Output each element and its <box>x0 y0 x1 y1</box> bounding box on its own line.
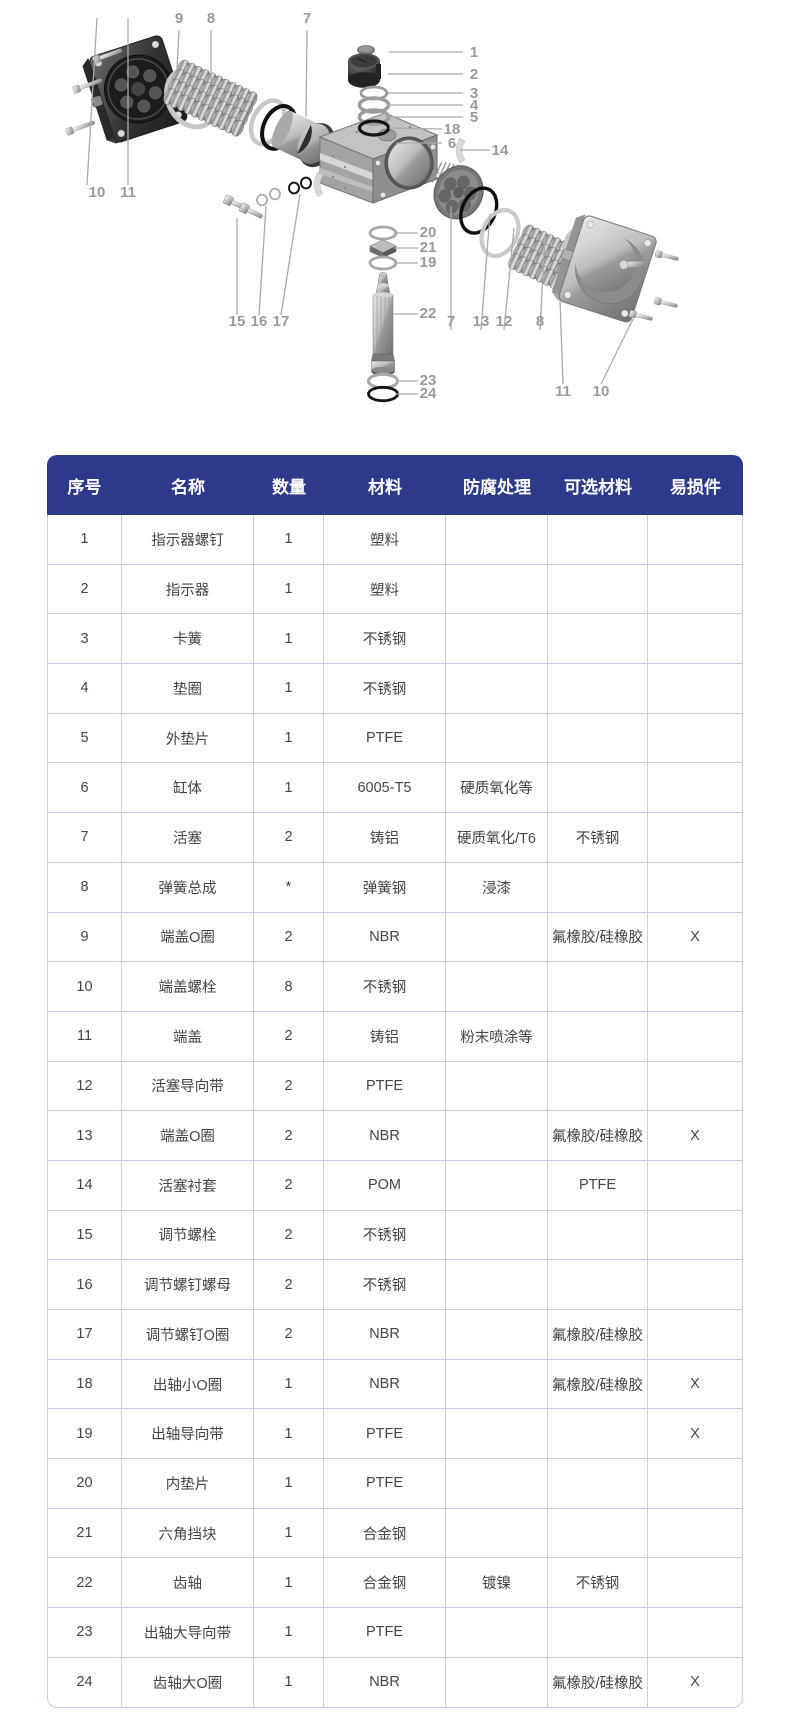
svg-text:16: 16 <box>251 313 268 330</box>
svg-text:19: 19 <box>420 254 437 271</box>
svg-text:10: 10 <box>89 184 106 201</box>
svg-text:6: 6 <box>448 135 456 152</box>
svg-text:8: 8 <box>207 10 215 27</box>
svg-text:17: 17 <box>273 313 290 330</box>
svg-text:11: 11 <box>555 383 571 400</box>
svg-text:10: 10 <box>593 383 610 400</box>
svg-text:14: 14 <box>492 142 509 159</box>
svg-text:8: 8 <box>536 313 544 330</box>
svg-text:5: 5 <box>470 109 478 126</box>
svg-text:13: 13 <box>473 313 490 330</box>
svg-text:12: 12 <box>496 313 513 330</box>
svg-text:2: 2 <box>470 66 478 83</box>
svg-text:7: 7 <box>303 10 311 27</box>
svg-text:22: 22 <box>420 305 437 322</box>
svg-text:15: 15 <box>229 313 246 330</box>
svg-text:9: 9 <box>175 10 183 27</box>
svg-text:24: 24 <box>420 385 437 402</box>
svg-text:7: 7 <box>447 313 455 330</box>
svg-text:1: 1 <box>470 44 478 61</box>
svg-text:11: 11 <box>120 184 136 201</box>
